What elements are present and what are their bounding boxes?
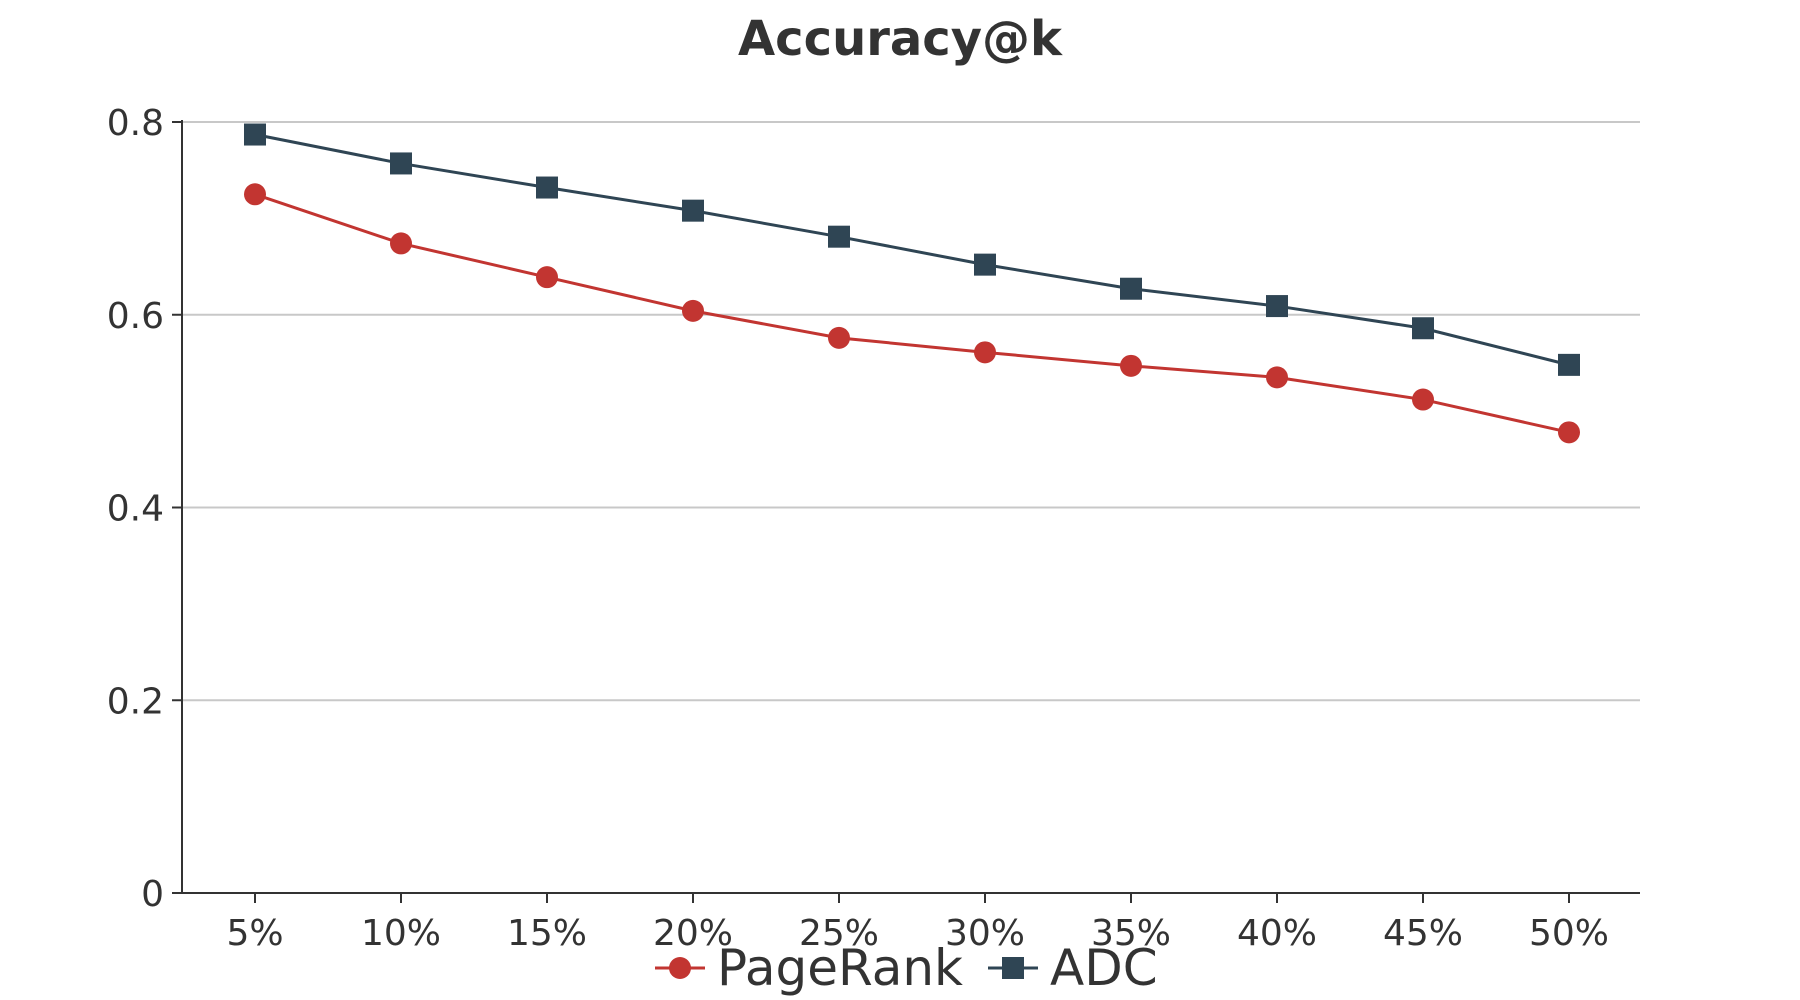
y-tick-label: 0.8 — [107, 103, 164, 144]
grid-lines — [182, 121, 1640, 702]
x-tick-label: 35% — [1091, 913, 1171, 954]
y-tick-label: 0.2 — [107, 681, 164, 722]
data-point-pagerank[interactable] — [1266, 366, 1288, 389]
data-point-pagerank[interactable] — [682, 299, 704, 322]
x-tick-label: 20% — [653, 913, 733, 954]
data-point-pagerank[interactable] — [1120, 354, 1142, 377]
data-point-pagerank[interactable] — [828, 326, 850, 349]
legend-marker-square — [1002, 957, 1024, 979]
data-point-pagerank[interactable] — [1412, 388, 1434, 411]
x-tick-label: 40% — [1237, 913, 1317, 954]
y-tick-label: 0.4 — [107, 489, 164, 530]
axes: 0 0.2 0.4 0.6 0.8 5% 10% 15% 20% 25% 30% 35% 40% 45% 5… — [107, 103, 1640, 954]
data-point-adc[interactable] — [682, 199, 704, 222]
data-point-adc[interactable] — [390, 152, 412, 175]
data-point-pagerank[interactable] — [390, 232, 412, 255]
data-point-pagerank[interactable] — [244, 183, 266, 206]
data-point-adc[interactable] — [536, 176, 558, 199]
x-tick-label: 10% — [361, 913, 441, 954]
data-point-adc[interactable] — [1558, 353, 1580, 376]
data-point-adc[interactable] — [974, 253, 996, 276]
x-tick-label: 50% — [1529, 913, 1609, 954]
legend-item-adc[interactable]: ADC — [988, 939, 1158, 997]
series-line-pagerank — [254, 192, 1570, 434]
legend[interactable]: PageRank ADC — [655, 939, 1158, 997]
data-point-adc[interactable] — [828, 225, 850, 248]
series-pagerank — [244, 183, 1580, 444]
data-point-adc[interactable] — [1266, 295, 1288, 318]
chart-title: Accuracy@k — [738, 11, 1063, 67]
series-line-adc — [254, 133, 1570, 367]
data-point-pagerank[interactable] — [974, 341, 996, 364]
x-tick-label: 15% — [507, 913, 587, 954]
data-point-pagerank[interactable] — [536, 266, 558, 289]
data-point-adc[interactable] — [244, 123, 266, 146]
data-point-pagerank[interactable] — [1558, 421, 1580, 444]
data-point-adc[interactable] — [1120, 277, 1142, 300]
legend-marker-circle — [669, 957, 691, 979]
x-tick-label: 30% — [945, 913, 1025, 954]
series-adc — [244, 123, 1580, 376]
x-tick-label: 25% — [799, 913, 879, 954]
data-point-adc[interactable] — [1412, 317, 1434, 340]
x-tick-label: 5% — [226, 913, 283, 954]
series-lines — [244, 123, 1580, 444]
x-tick-label: 45% — [1383, 913, 1463, 954]
y-tick-label: 0 — [141, 874, 164, 915]
legend-label: ADC — [1050, 939, 1158, 997]
legend-label: PageRank — [717, 939, 963, 997]
y-tick-label: 0.6 — [107, 296, 164, 337]
legend-item-pagerank[interactable]: PageRank — [655, 939, 963, 997]
